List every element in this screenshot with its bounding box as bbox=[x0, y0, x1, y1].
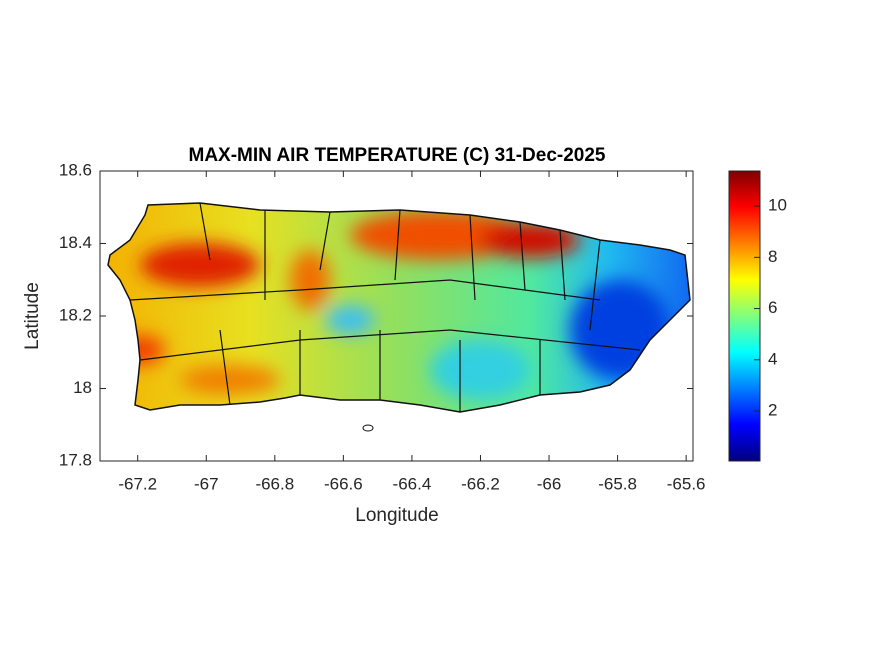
colorbar-tick-label: 2 bbox=[768, 401, 777, 420]
x-tick-label: -65.8 bbox=[598, 474, 637, 493]
colorbar-tick-label: 6 bbox=[768, 298, 777, 317]
chart-title: MAX-MIN AIR TEMPERATURE (C) 31-Dec-2025 bbox=[189, 145, 606, 166]
island-small bbox=[362, 424, 374, 432]
y-tick-label: 17.8 bbox=[59, 450, 92, 469]
temperature-field bbox=[108, 203, 690, 412]
x-tick-label: -67.2 bbox=[118, 474, 157, 493]
x-tick-label: -66.4 bbox=[393, 474, 432, 493]
x-tick-label: -65.6 bbox=[667, 474, 706, 493]
colorbar-tick-label: 10 bbox=[768, 196, 787, 215]
colorbar-tick-label: 8 bbox=[768, 247, 777, 266]
colorbar bbox=[728, 170, 761, 462]
y-axis-label: Latitude bbox=[22, 282, 43, 350]
x-tick-label: -66.6 bbox=[324, 474, 363, 493]
x-tick-label: -67 bbox=[194, 474, 219, 493]
x-tick-label: -66 bbox=[537, 474, 562, 493]
y-tick-label: 18.6 bbox=[59, 160, 92, 179]
x-tick-label: -66.8 bbox=[255, 474, 294, 493]
x-tick-label: -66.2 bbox=[461, 474, 500, 493]
y-tick-label: 18.2 bbox=[59, 305, 92, 324]
y-tick-label: 18.4 bbox=[59, 233, 92, 252]
y-tick-label: 18 bbox=[73, 378, 92, 397]
colorbar-tick-label: 4 bbox=[768, 349, 777, 368]
x-axis-label: Longitude bbox=[355, 505, 438, 526]
